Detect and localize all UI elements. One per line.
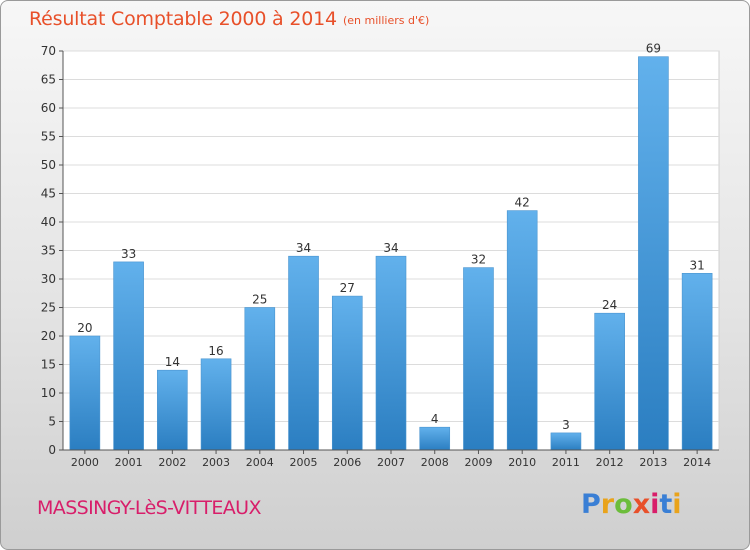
data-label: 34 bbox=[383, 241, 398, 255]
data-label: 16 bbox=[208, 344, 223, 358]
x-axis: 2000 2001 2002 2003 2004 2005 2006 2007 2008 2009… bbox=[63, 449, 719, 469]
bar-2006 bbox=[331, 295, 363, 451]
bar-2003 bbox=[200, 358, 232, 451]
bar-2002 bbox=[157, 369, 188, 451]
data-label: 69 bbox=[646, 42, 661, 56]
x-tick-label: 2003 bbox=[202, 456, 230, 469]
y-tick-label: 40 bbox=[41, 215, 56, 229]
data-label: 24 bbox=[602, 298, 617, 312]
data-label: 3 bbox=[562, 418, 570, 432]
x-tick-label: 2013 bbox=[639, 456, 667, 469]
logo-letter: o bbox=[614, 489, 633, 520]
y-tick-label: 0 bbox=[48, 443, 56, 457]
data-label: 25 bbox=[252, 293, 267, 307]
bar-2001 bbox=[113, 261, 144, 451]
y-tick-label: 70 bbox=[41, 44, 56, 58]
bar-2011 bbox=[550, 432, 582, 451]
bar-2012 bbox=[594, 312, 625, 451]
logo-letter: x bbox=[632, 489, 651, 520]
data-label: 33 bbox=[121, 247, 136, 261]
logo-letter: r bbox=[600, 489, 615, 520]
location-name: MASSINGY-LèS-VITTEAUX bbox=[37, 497, 261, 519]
data-label: 27 bbox=[340, 281, 355, 295]
x-tick-label: 2010 bbox=[508, 456, 536, 469]
data-label: 42 bbox=[515, 196, 530, 210]
x-tick-label: 2002 bbox=[158, 456, 186, 469]
x-tick-label: 2000 bbox=[71, 456, 99, 469]
chart-title: Résultat Comptable 2000 à 2014 bbox=[29, 8, 337, 30]
bar-2007 bbox=[375, 255, 407, 451]
x-tick-label: 2011 bbox=[552, 456, 580, 469]
data-label: 31 bbox=[689, 258, 704, 272]
x-tick-label: 2008 bbox=[421, 456, 449, 469]
y-tick-label: 25 bbox=[41, 301, 56, 315]
x-tick-label: 2012 bbox=[596, 456, 624, 469]
bar-2004 bbox=[244, 307, 276, 451]
y-tick-label: 20 bbox=[41, 329, 56, 343]
bar-2010 bbox=[506, 210, 538, 451]
bars: 20 33 14 16 25 34 27 34 4 32 42 3 24 69 31 bbox=[69, 42, 713, 451]
y-tick-label: 35 bbox=[41, 244, 56, 258]
y-tick-label: 15 bbox=[41, 358, 56, 372]
x-tick-label: 2005 bbox=[290, 456, 318, 469]
data-label: 14 bbox=[165, 355, 180, 369]
x-tick-label: 2006 bbox=[333, 456, 361, 469]
bar-2014 bbox=[681, 272, 713, 451]
y-tick-label: 65 bbox=[41, 73, 56, 87]
data-label: 20 bbox=[77, 321, 92, 335]
bar-2008 bbox=[419, 426, 451, 451]
x-tick-label: 2014 bbox=[683, 456, 711, 469]
data-label: 34 bbox=[296, 241, 311, 255]
logo-letter: t bbox=[659, 489, 673, 520]
bar-2009 bbox=[463, 267, 494, 451]
bar-2005 bbox=[288, 255, 319, 451]
bar-2000 bbox=[69, 335, 101, 451]
y-tick-label: 5 bbox=[48, 415, 56, 429]
y-tick-label: 55 bbox=[41, 130, 56, 144]
data-label: 32 bbox=[471, 253, 486, 267]
y-tick-label: 45 bbox=[41, 187, 56, 201]
data-label: 4 bbox=[431, 412, 439, 426]
logo-letter: P bbox=[581, 489, 601, 520]
y-tick-label: 60 bbox=[41, 101, 56, 115]
x-tick-label: 2009 bbox=[464, 456, 492, 469]
x-tick-label: 2004 bbox=[246, 456, 274, 469]
y-tick-label: 50 bbox=[41, 158, 56, 172]
logo-letter: i bbox=[672, 489, 682, 520]
y-tick-label: 30 bbox=[41, 272, 56, 286]
y-tick-label: 10 bbox=[41, 386, 56, 400]
logo-letter: i bbox=[650, 489, 660, 520]
proxiti-logo[interactable]: Proxiti bbox=[581, 489, 682, 520]
chart-subtitle: (en milliers d'€) bbox=[343, 14, 430, 27]
bar-2013 bbox=[638, 56, 669, 451]
x-tick-label: 2001 bbox=[115, 456, 143, 469]
y-axis: 0 5 10 15 20 25 30 35 40 45 50 55 60 65 70 bbox=[41, 44, 64, 457]
x-tick-label: 2007 bbox=[377, 456, 405, 469]
